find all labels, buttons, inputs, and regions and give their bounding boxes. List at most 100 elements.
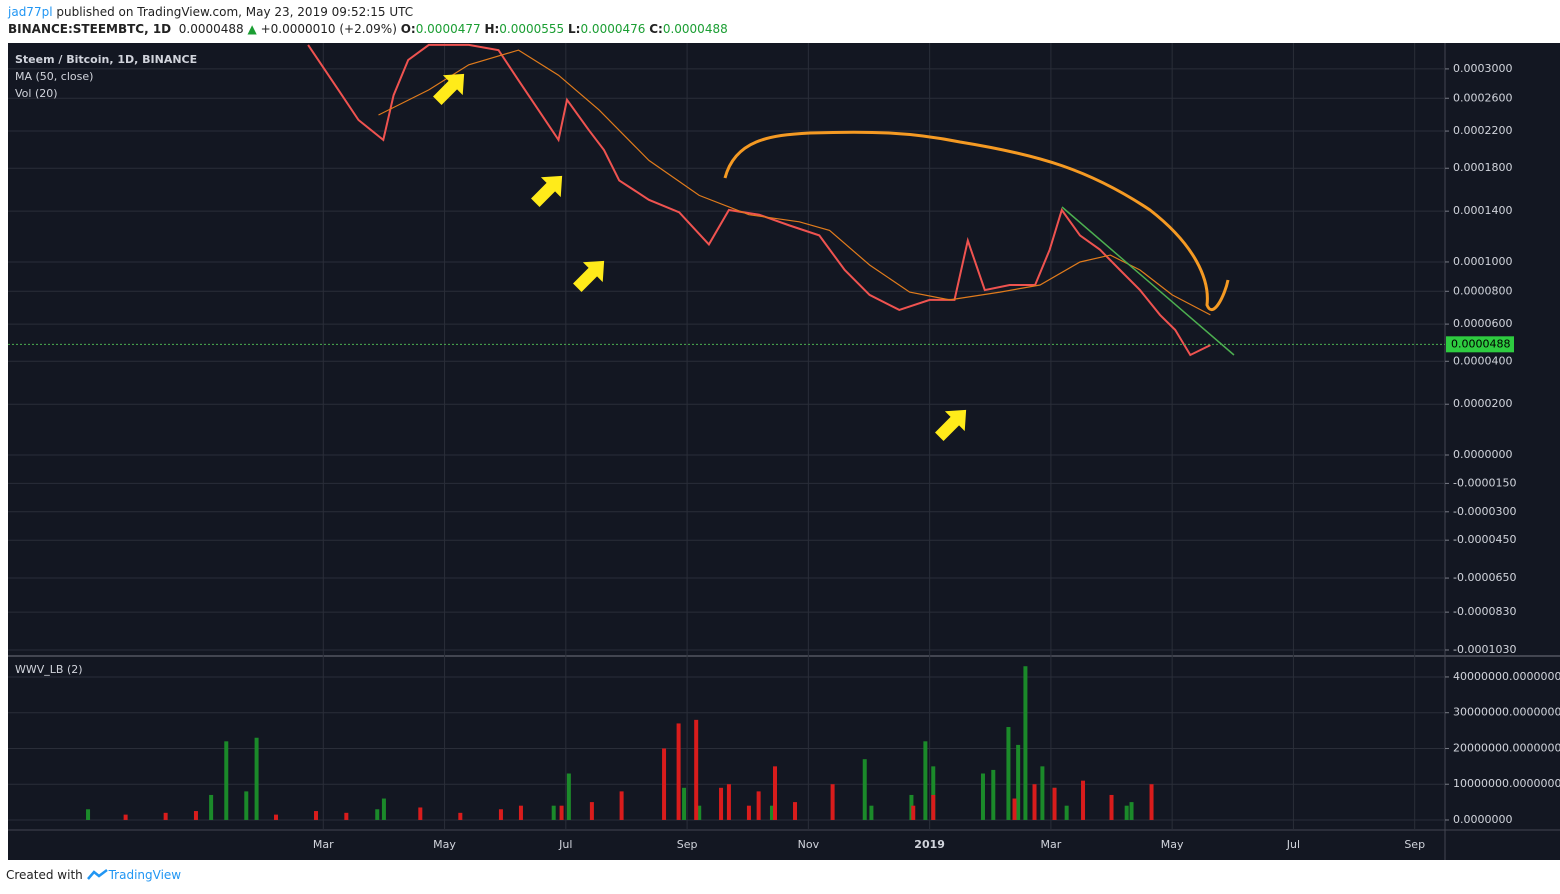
yellow-arrow bbox=[433, 73, 465, 105]
yellow-arrow bbox=[573, 260, 605, 292]
bar bbox=[697, 805, 702, 820]
publish-line: jad77pl published on TradingView.com, Ma… bbox=[8, 4, 728, 21]
bar bbox=[1149, 784, 1154, 820]
bar bbox=[980, 773, 985, 820]
y-tick-label: 0.0000000 bbox=[1453, 448, 1513, 461]
published: published on TradingView.com, May 23, 20… bbox=[56, 5, 414, 19]
y-tick-label: 0.0001000 bbox=[1453, 255, 1513, 268]
l-label: L: bbox=[568, 22, 581, 36]
close: 0.0000488 bbox=[662, 22, 728, 36]
y-tick-label: 10000000.0000000 bbox=[1453, 777, 1560, 790]
bar bbox=[676, 723, 681, 820]
x-tick-label: 2019 bbox=[914, 838, 945, 851]
last-price-label: 0.0000488 bbox=[1451, 337, 1511, 350]
bar bbox=[518, 805, 523, 820]
arrow: ▲ bbox=[247, 22, 257, 36]
y-tick-label: -0.0000650 bbox=[1453, 571, 1516, 584]
last-price-box bbox=[1446, 336, 1514, 353]
x-tick-label: Jul bbox=[1286, 838, 1300, 851]
price: 0.0000488 bbox=[178, 22, 244, 36]
bar bbox=[375, 809, 380, 820]
y-tick-label: 0.0001800 bbox=[1453, 161, 1513, 174]
pane-title: Steem / Bitcoin, 1D, BINANCE bbox=[15, 53, 197, 66]
x-tick-label: Sep bbox=[1404, 838, 1425, 851]
author[interactable]: jad77pl bbox=[8, 5, 53, 19]
series-line bbox=[378, 49, 1211, 316]
y-tick-label: 0.0000000 bbox=[1453, 813, 1513, 826]
bar bbox=[830, 784, 835, 820]
bar bbox=[719, 787, 724, 820]
bar bbox=[769, 805, 774, 820]
y-tick-label: 0.0000800 bbox=[1453, 284, 1513, 297]
indicator-label: MA (50, close) bbox=[15, 70, 93, 83]
bar bbox=[1023, 666, 1028, 820]
brand[interactable]: TradingView bbox=[108, 868, 182, 882]
bar bbox=[862, 759, 867, 820]
bar bbox=[163, 812, 168, 820]
x-tick-label: Jul bbox=[558, 838, 572, 851]
bar bbox=[1032, 784, 1037, 820]
chart-background bbox=[8, 43, 1560, 860]
y-tick-label: 30000000.0000000 bbox=[1453, 706, 1560, 719]
indicator-label: Vol (20) bbox=[15, 87, 58, 100]
bar bbox=[1012, 798, 1017, 820]
bar bbox=[931, 794, 936, 820]
bar bbox=[458, 812, 463, 820]
h-label: H: bbox=[484, 22, 500, 36]
bar bbox=[224, 741, 229, 820]
quote-line: BINANCE:STEEMBTC, 1D 0.0000488 ▲ +0.0000… bbox=[8, 21, 728, 38]
change: +0.0000010 (+2.09%) bbox=[260, 22, 397, 36]
bar bbox=[344, 812, 349, 820]
x-tick-label: May bbox=[1161, 838, 1184, 851]
header: jad77pl published on TradingView.com, Ma… bbox=[8, 4, 728, 38]
bar bbox=[244, 791, 249, 820]
bar bbox=[662, 748, 667, 820]
bar bbox=[793, 802, 798, 820]
bar bbox=[589, 802, 594, 820]
o-label: O: bbox=[400, 22, 416, 36]
bar bbox=[273, 814, 278, 820]
low: 0.0000476 bbox=[580, 22, 646, 36]
x-tick-label: Mar bbox=[313, 838, 334, 851]
x-tick-label: Sep bbox=[677, 838, 698, 851]
y-tick-label: 0.0000400 bbox=[1453, 354, 1513, 367]
y-tick-label: -0.0001030 bbox=[1453, 643, 1516, 656]
bar bbox=[566, 773, 571, 820]
bar bbox=[1124, 805, 1129, 820]
bar bbox=[756, 791, 761, 820]
bar bbox=[726, 784, 731, 820]
orange-arc bbox=[723, 130, 1230, 312]
bar bbox=[1040, 766, 1045, 820]
bar bbox=[694, 719, 699, 820]
bar bbox=[314, 811, 319, 820]
bar bbox=[1016, 744, 1021, 820]
c-label: C: bbox=[649, 22, 663, 36]
logo bbox=[86, 869, 108, 880]
bar bbox=[1129, 802, 1134, 820]
bar bbox=[991, 769, 996, 820]
bar bbox=[418, 807, 423, 820]
y-tick-label: 0.0000200 bbox=[1453, 397, 1513, 410]
bar bbox=[746, 805, 751, 820]
series-line bbox=[307, 43, 1211, 357]
bar bbox=[1109, 794, 1114, 820]
footer: Created with TradingView bbox=[6, 867, 181, 882]
pane-title: WWV_LB (2) bbox=[15, 663, 83, 676]
bar bbox=[86, 809, 91, 820]
y-tick-label: 20000000.0000000 bbox=[1453, 741, 1560, 754]
annotations bbox=[433, 73, 1235, 441]
y-tick-label: -0.0000830 bbox=[1453, 605, 1516, 618]
yellow-arrow bbox=[935, 409, 967, 441]
open: 0.0000477 bbox=[415, 22, 481, 36]
x-tick-label: May bbox=[433, 838, 456, 851]
y-tick-label: 0.0003000 bbox=[1453, 62, 1513, 75]
bar bbox=[559, 805, 564, 820]
bar bbox=[773, 766, 778, 820]
bar bbox=[911, 805, 916, 820]
symbol: BINANCE:STEEMBTC, 1D bbox=[8, 22, 172, 36]
high: 0.0000555 bbox=[499, 22, 565, 36]
y-tick-label: 0.0001400 bbox=[1453, 204, 1513, 217]
y-tick-label: 0.0002200 bbox=[1453, 124, 1513, 137]
